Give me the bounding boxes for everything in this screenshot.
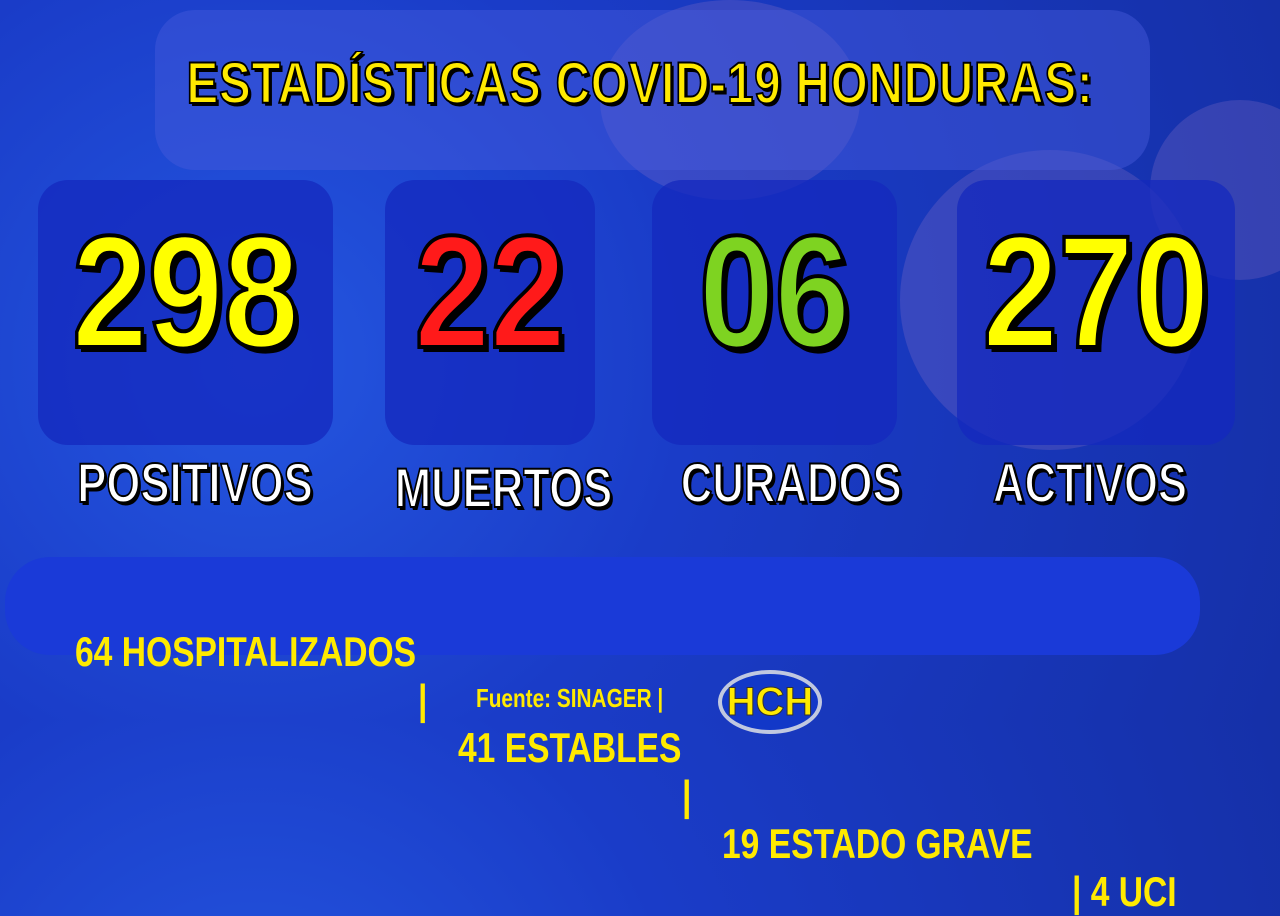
title-panel [155, 10, 1150, 170]
curados-value: 06 [697, 200, 852, 383]
uci: | 4 UCI [1072, 868, 1177, 915]
positivos-value: 298 [70, 200, 300, 383]
curados-label: CURADOS [680, 450, 902, 515]
hch-logo: HCH [718, 670, 822, 734]
details-text: 64 HOSPITALIZADOS | 41 ESTABLES | 19 EST… [0, 580, 1280, 916]
activos-value: 270 [981, 200, 1211, 383]
hospitalizados: 64 HOSPITALIZADOS [75, 628, 417, 675]
muertos-value: 22 [413, 200, 568, 383]
positivos-panel [38, 180, 333, 445]
page-title: ESTADÍSTICAS COVID-19 HONDURAS: [186, 50, 1094, 117]
activos-label: ACTIVOS [992, 450, 1188, 515]
source-text: Fuente: SINAGER | [476, 683, 664, 713]
details-bar [5, 557, 1200, 655]
estables: 41 ESTABLES [458, 724, 682, 771]
logo-text: HCH [726, 680, 814, 725]
virus-decoration [600, 0, 860, 200]
activos-panel [957, 180, 1235, 445]
muertos-panel [385, 180, 595, 445]
positivos-label: POSITIVOS [76, 450, 313, 515]
curados-panel [652, 180, 897, 445]
separator: | [682, 772, 692, 819]
muertos-label: MUERTOS [394, 455, 613, 520]
estado-grave: 19 ESTADO GRAVE [722, 820, 1033, 867]
separator: | [418, 676, 428, 723]
